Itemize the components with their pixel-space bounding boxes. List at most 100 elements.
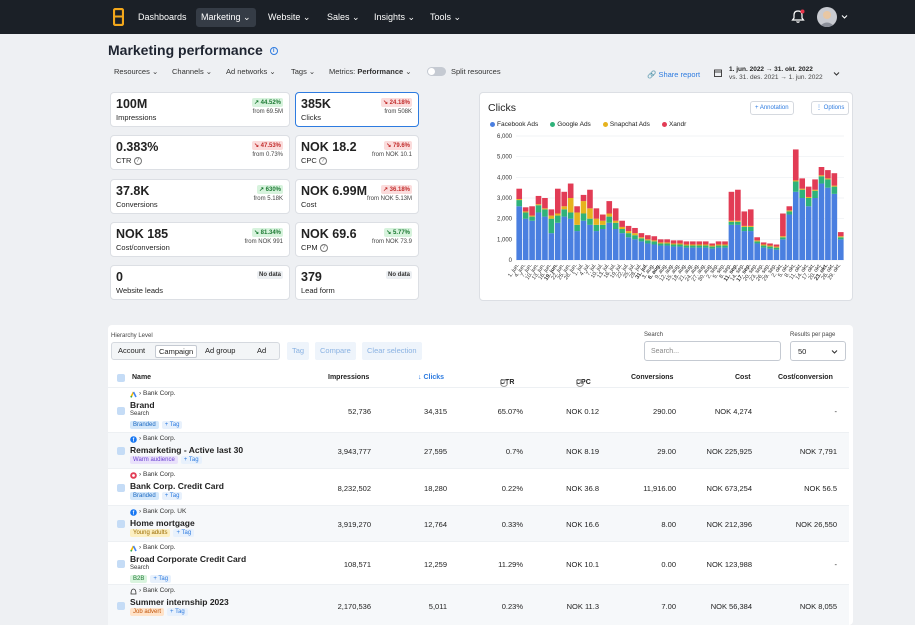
campaign-name[interactable]: Remarketing - Active last 30 <box>130 445 244 455</box>
metrics-filter-value: Performance <box>357 67 404 76</box>
metric-card-cost[interactable]: NOK 6.99M Cost ↗ 36.18% from NOK 5.13M <box>295 179 419 214</box>
info-icon[interactable]: ? <box>576 379 584 387</box>
metric-card-cpm[interactable]: NOK 69.6 CPM ? ↘ 5.77% from NOK 73.9 <box>295 222 419 257</box>
row-checkbox[interactable] <box>117 560 125 568</box>
info-icon[interactable]: ? <box>500 379 508 387</box>
chevron-down-icon[interactable] <box>833 71 840 77</box>
info-icon[interactable]: ? <box>133 157 142 166</box>
legend-item[interactable]: Facebook Ads <box>490 121 544 128</box>
add-tag-button[interactable]: + Tag <box>180 456 202 464</box>
campaign-tag[interactable]: Young adults <box>130 529 171 537</box>
tags-filter[interactable]: Tags ⌄ <box>291 67 316 76</box>
date-range-picker[interactable]: 1. jun. 2022 → 31. okt. 2022 vs. 31. des… <box>729 66 823 82</box>
metric-card-lead-form[interactable]: 379 Lead form No data <box>295 265 419 300</box>
campaign-tag[interactable]: Branded <box>130 421 159 429</box>
col-cost-conversion[interactable]: Cost/conversion <box>778 374 833 381</box>
nav-marketing[interactable]: Marketing ⌄ <box>196 8 256 27</box>
table-row[interactable]: › Bank Corp. Bank Corp. Credit Card Brande… <box>108 468 849 505</box>
ad-networks-filter[interactable]: Ad networks ⌄ <box>226 67 276 76</box>
add-tag-button[interactable]: + Tag <box>167 608 188 616</box>
search-input[interactable]: Search... <box>644 341 781 361</box>
metric-card-cpc[interactable]: NOK 18.2 CPC ? ↘ 79.6% from NOK 10.1 <box>295 135 419 170</box>
campaign-name[interactable]: Summer internship 2023 <box>130 597 229 607</box>
clear-selection-button[interactable]: Clear selection <box>362 342 422 360</box>
bar-segment <box>683 241 690 245</box>
metrics-filter[interactable]: Metrics: Performance ⌄ <box>329 67 412 76</box>
row-checkbox[interactable] <box>117 602 125 610</box>
level-ad[interactable]: Ad <box>257 346 267 355</box>
level-campaign[interactable]: Campaign <box>155 345 198 358</box>
col-conversions[interactable]: Conversions <box>631 374 674 381</box>
add-tag-button[interactable]: + Tag <box>150 575 172 583</box>
logo-icon[interactable] <box>113 8 124 26</box>
campaign-name[interactable]: Brand <box>130 400 155 410</box>
table-row[interactable]: › Bank Corp. Summer internship 2023 Job ad… <box>108 584 849 625</box>
add-tag-button[interactable]: + Tag <box>161 492 183 500</box>
campaign-name[interactable]: Home mortgage <box>130 518 195 528</box>
info-icon[interactable]: ? <box>319 244 328 253</box>
share-report-button[interactable]: 🔗 Share report <box>647 70 700 79</box>
campaign-tag[interactable]: Warm audience <box>130 456 178 464</box>
nav-website[interactable]: Website ⌄ <box>263 8 315 27</box>
add-tag-button[interactable]: + Tag <box>161 421 183 429</box>
level-ad-group[interactable]: Ad group <box>205 346 236 355</box>
annotation-button[interactable]: + Annotation <box>750 101 794 115</box>
legend-item[interactable]: Google Ads <box>550 121 597 128</box>
split-resources-toggle[interactable] <box>427 67 446 76</box>
table-row[interactable]: › Bank Corp. Brand Search Branded + Tag 52,73… <box>108 387 849 432</box>
bar-segment <box>799 188 806 190</box>
nav-sales[interactable]: Sales ⌄ <box>322 8 365 27</box>
metric-card-clicks[interactable]: 385K Clicks ↘ 24.18% from 508K <box>295 92 419 127</box>
nav-label: Sales <box>327 12 350 22</box>
user-avatar[interactable] <box>817 7 837 27</box>
metric-change-badge: ↘ 79.6% <box>384 141 412 150</box>
col-cost[interactable]: Cost <box>735 374 751 381</box>
metric-card-ctr[interactable]: 0.383% CTR ? ↘ 47.53% from 0.73% <box>110 135 290 170</box>
metric-card-website-leads[interactable]: 0 Website leads No data <box>110 265 290 300</box>
options-button[interactable]: ⋮ Options <box>811 101 850 115</box>
info-icon[interactable]: ? <box>318 157 327 166</box>
metric-value: NOK 69.6 <box>301 227 357 241</box>
legend-item[interactable]: Xandr <box>661 121 692 128</box>
compare-button[interactable]: Compare <box>315 342 356 360</box>
metric-card-cost-conversion[interactable]: NOK 185 Cost/conversion ↘ 81.34% from NOK 9… <box>110 222 290 257</box>
table-row[interactable]: f › Bank Corp. Remarketing - Active last 3… <box>108 432 849 468</box>
row-checkbox[interactable] <box>117 407 125 415</box>
resources-filter[interactable]: Resources ⌄ <box>114 67 159 76</box>
col-impressions[interactable]: Impressions <box>328 374 370 381</box>
chevron-down-icon[interactable] <box>841 14 848 20</box>
metric-label: Lead form <box>301 286 335 295</box>
row-checkbox[interactable] <box>117 484 125 492</box>
add-tag-button[interactable]: + Tag <box>173 529 195 537</box>
col-clicks[interactable]: ↓ Clicks <box>418 374 445 381</box>
bar-segment <box>792 180 799 182</box>
account-breadcrumb: › Bank Corp. <box>139 435 176 442</box>
channels-filter[interactable]: Channels ⌄ <box>172 67 213 76</box>
nav-insights[interactable]: Insights ⌄ <box>369 8 420 27</box>
col-name[interactable]: Name <box>132 374 152 381</box>
table-row[interactable]: › Bank Corp. Broad Corporate Credit Card S… <box>108 541 849 584</box>
campaign-tag[interactable]: B2B <box>130 575 148 583</box>
row-checkbox[interactable] <box>117 447 125 455</box>
level-account[interactable]: Account <box>118 346 146 355</box>
campaign-name[interactable]: Broad Corporate Credit Card <box>130 554 247 564</box>
legend-item[interactable]: Snapchat Ads <box>602 121 656 128</box>
tag-button[interactable]: Tag <box>287 342 310 360</box>
campaign-tag[interactable]: Branded <box>130 492 159 500</box>
select-all-checkbox[interactable] <box>117 374 125 382</box>
info-icon[interactable]: i <box>269 47 278 56</box>
table-cell: 0.23% <box>501 602 523 611</box>
campaign-tag[interactable]: Job advert <box>130 608 165 616</box>
row-checkbox[interactable] <box>117 520 125 528</box>
results-per-page-select[interactable]: 50 <box>790 341 846 361</box>
bar-segment <box>735 189 741 221</box>
table-row[interactable]: f › Bank Corp. UK Home mortgage Young adult… <box>108 505 849 541</box>
campaign-name[interactable]: Bank Corp. Credit Card <box>130 481 224 491</box>
bar-segment <box>522 211 529 213</box>
bar-segment <box>837 232 844 237</box>
notification-bell-icon[interactable] <box>791 9 805 24</box>
metric-card-conversions[interactable]: 37.8K Conversions ↗ 630% from 5.18K <box>110 179 290 214</box>
metric-card-impressions[interactable]: 100M Impressions ↗ 44.52% from 69.5M <box>110 92 290 127</box>
nav-tools[interactable]: Tools ⌄ <box>425 8 466 27</box>
nav-dashboards[interactable]: Dashboards <box>133 8 192 27</box>
